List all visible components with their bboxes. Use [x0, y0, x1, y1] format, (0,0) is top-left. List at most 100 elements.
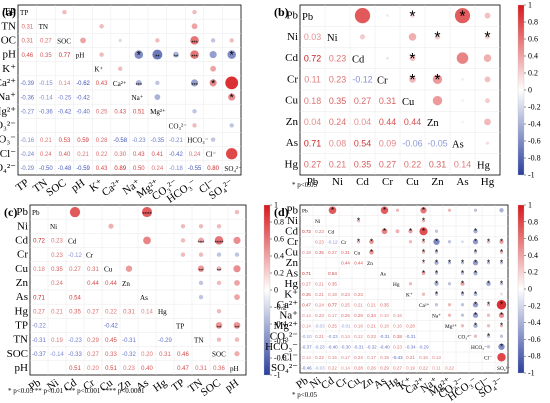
corr-value: 0.24: [315, 302, 324, 307]
row-label: Cr: [17, 249, 28, 261]
column-label: As: [456, 176, 468, 188]
row-label: Cd: [285, 225, 298, 237]
corr-circle: [447, 208, 452, 212]
corr-circle: [484, 118, 491, 126]
diagonal-label: SO₄²⁻: [497, 366, 510, 372]
corr-circle: [472, 259, 479, 266]
colorbar-tick-label: -0.4: [528, 120, 541, 129]
corr-circle: [99, 52, 104, 57]
corr-value: 0.23: [367, 334, 376, 339]
corr-value: 0.31: [123, 310, 135, 316]
corr-value: 0.22: [404, 160, 421, 170]
corr-value: 0.22: [96, 152, 108, 158]
corr-value: -0.15: [39, 81, 53, 87]
corr-value: 0.22: [419, 365, 428, 370]
corr-value: 0.43: [96, 166, 108, 172]
significance-star: *: [435, 290, 438, 299]
significance-star: *: [500, 248, 503, 257]
colorbar-tick-label: -0.4: [274, 320, 287, 329]
diagonal-label: K⁺: [94, 66, 103, 74]
significance-star: *: [487, 332, 490, 341]
corr-value: -0.27: [20, 110, 34, 116]
corr-circle: [233, 236, 241, 245]
corr-circle: [473, 228, 478, 234]
column-label: As: [134, 377, 151, 394]
corr-circle: [228, 93, 236, 101]
corr-circle: [386, 56, 389, 60]
corr-circle: [499, 261, 504, 265]
corr-circle: [117, 66, 123, 72]
corr-circle: [214, 236, 224, 245]
corr-value: -0.32: [122, 352, 136, 358]
significance-star: *: [484, 30, 490, 47]
corr-value: 0.51: [105, 366, 117, 372]
significance-star: ****: [143, 212, 153, 218]
corr-circle: [328, 206, 337, 215]
corr-value: -0.37: [301, 344, 312, 349]
corr-value: -0.18: [169, 166, 183, 172]
corr-value: -0.29: [418, 344, 429, 349]
corr-value: 0.21: [51, 310, 63, 316]
corr-value: 0.35: [69, 310, 81, 316]
corr-circle: [460, 271, 465, 275]
corr-value: 0.43: [133, 152, 145, 158]
significance-star: *: [409, 51, 415, 68]
corr-circle: [498, 312, 505, 319]
row-label: Mg²⁺: [0, 105, 16, 117]
corr-circle: [233, 265, 241, 273]
corr-value: 0.27: [33, 310, 45, 316]
corr-value: 0.44: [105, 281, 117, 287]
corr-circle: [486, 345, 491, 349]
significance-star: *: [474, 290, 477, 299]
significance-star: *: [461, 280, 464, 289]
corr-circle: [473, 270, 478, 276]
corr-circle: [409, 55, 416, 62]
corr-value: 0.38: [393, 334, 402, 339]
row-label: Hg: [285, 158, 299, 170]
colorbar-tick-label: 1: [528, 1, 532, 10]
row-label: Ca²⁺: [0, 77, 16, 89]
row-label: Zn: [16, 277, 29, 289]
corr-value: 0.25: [96, 110, 108, 116]
corr-value: 0.25: [341, 313, 350, 318]
corr-circle: [419, 227, 428, 236]
corr-value: -0.40: [76, 110, 90, 116]
corr-value: 0.72: [302, 229, 311, 234]
corr-circle: [422, 261, 425, 265]
corr-circle: [499, 324, 504, 328]
row-label: SOC: [0, 34, 16, 46]
colorbar: [517, 4, 525, 176]
diagonal-label: Pb: [302, 12, 313, 23]
corr-circle: [421, 250, 426, 254]
corr-value: 0.13: [432, 355, 441, 360]
corr-circle: [125, 265, 133, 273]
significance-star: *: [435, 238, 438, 247]
corr-value: -0.01: [340, 323, 351, 328]
corr-value: 0.44: [354, 260, 363, 265]
diagonal-label: K⁺: [406, 292, 413, 298]
row-label: K⁺: [2, 63, 16, 75]
row-label: SO₄²⁻: [0, 162, 16, 174]
corr-circle: [461, 120, 464, 124]
corr-circle: [500, 292, 503, 296]
significance-star: *: [448, 259, 451, 268]
corr-circle: [209, 79, 217, 87]
corr-value: -0.42: [169, 152, 183, 158]
colorbar-tick-label: -0.6: [528, 335, 541, 344]
corr-value: 0.14: [302, 313, 311, 318]
corr-circle: [216, 266, 222, 272]
significance-star: *: [500, 311, 503, 320]
significance-star: *: [487, 280, 490, 289]
corr-value: 0.36: [302, 292, 311, 297]
significance-star: *: [422, 248, 425, 257]
corr-circle: [215, 322, 223, 329]
corr-value: -0.29: [20, 166, 34, 172]
panel-d: * * ** ** * * ** * * * * * ** * * * ** * * * * * ** * * ** * * ** * **…: [265, 201, 541, 403]
significance-star: *: [474, 301, 477, 310]
corr-value: -0.25: [58, 95, 72, 101]
corr-value: 0.23: [315, 239, 324, 244]
corr-circle: [497, 352, 506, 362]
diagonal-label: Cd: [328, 229, 335, 235]
corr-circle: [434, 229, 439, 233]
corr-value: 0.16: [393, 323, 402, 328]
